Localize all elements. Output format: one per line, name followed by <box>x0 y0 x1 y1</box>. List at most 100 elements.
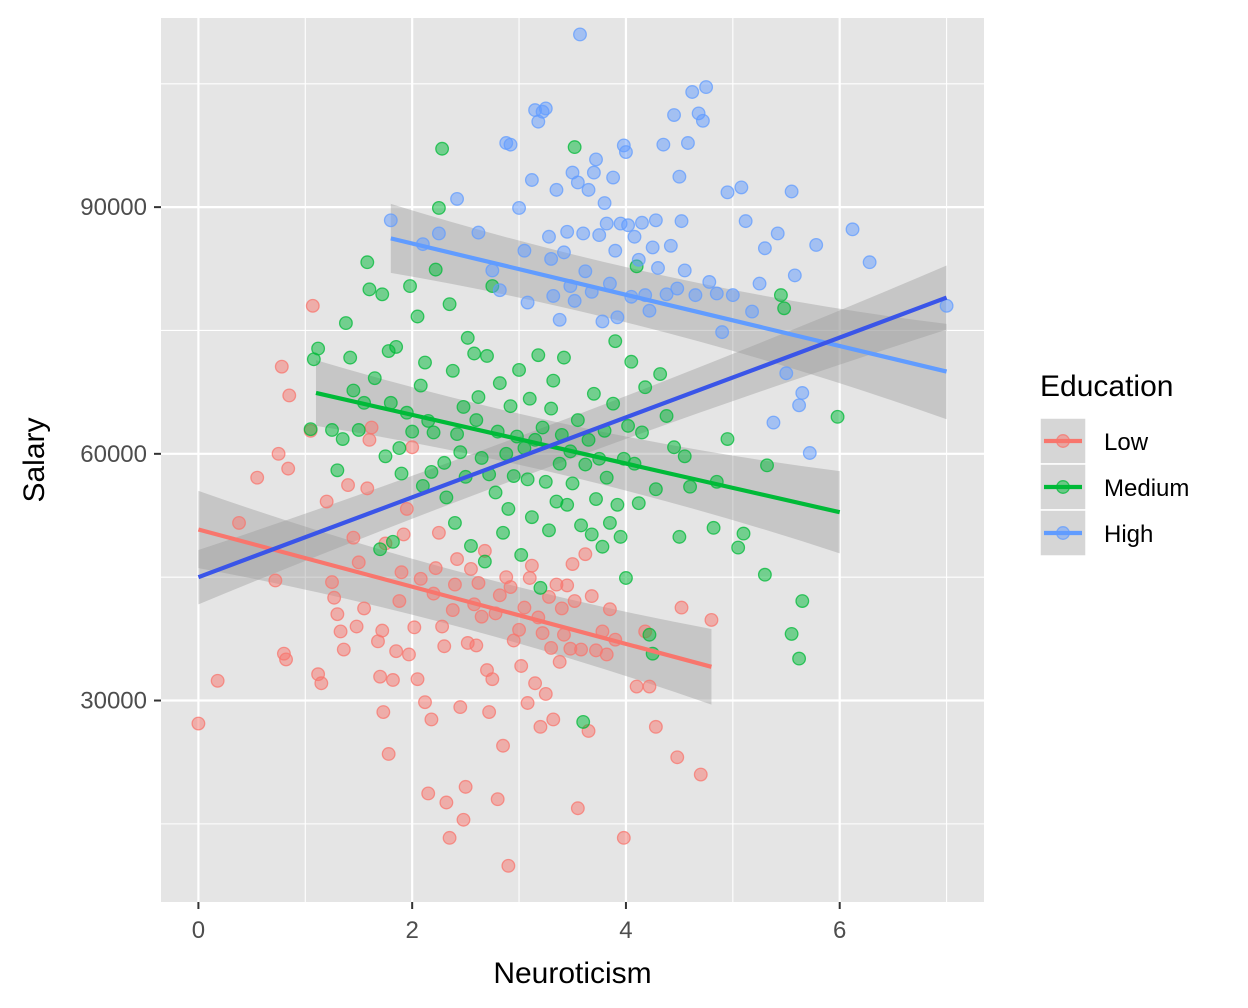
data-point-high <box>549 182 564 197</box>
data-point-high <box>656 137 671 152</box>
data-point-high <box>792 398 807 413</box>
x-tick-label: 6 <box>833 917 846 944</box>
data-point-low <box>670 750 685 765</box>
data-point-medium <box>367 371 382 386</box>
data-point-medium <box>584 527 599 542</box>
confidence-band-overall <box>198 265 947 605</box>
data-point-high <box>383 213 398 228</box>
data-point-low <box>533 719 548 734</box>
data-point-medium <box>338 316 353 331</box>
data-point-low <box>421 786 436 801</box>
data-point-medium <box>435 141 450 156</box>
legend-title: Education <box>1040 370 1173 403</box>
data-point-medium <box>608 334 623 349</box>
legend-label-low: Low <box>1104 429 1149 456</box>
data-point-medium <box>499 446 514 461</box>
data-point-low <box>314 676 329 691</box>
data-point-medium <box>546 373 561 388</box>
data-point-low <box>396 527 411 542</box>
data-points <box>191 27 954 873</box>
data-point-medium <box>456 400 471 414</box>
data-point-medium <box>477 554 492 569</box>
data-point-low <box>453 700 468 715</box>
data-point-medium <box>736 526 751 541</box>
data-point-medium <box>631 496 646 511</box>
data-point-medium <box>405 424 420 439</box>
data-point-low <box>616 830 631 845</box>
data-point-high <box>862 255 877 270</box>
data-point-high <box>631 252 646 267</box>
data-point-high <box>674 214 689 229</box>
data-point-medium <box>773 288 788 303</box>
data-point-medium <box>556 350 571 365</box>
data-point-high <box>695 113 710 128</box>
y-tick-label: 90000 <box>80 194 147 221</box>
data-point-medium <box>624 354 639 369</box>
data-point-high <box>524 173 539 187</box>
data-point-low <box>336 642 351 657</box>
data-point-medium <box>642 627 657 642</box>
data-point-low <box>574 642 589 657</box>
legend-point-low <box>1056 434 1070 448</box>
data-point-low <box>584 589 599 604</box>
data-point-medium <box>621 418 636 433</box>
data-point-medium <box>653 367 668 382</box>
y-axis-title: Salary <box>18 417 51 502</box>
confidence-band-medium <box>315 360 840 554</box>
data-point-high <box>573 27 587 42</box>
data-point-low <box>704 612 719 627</box>
data-point-low <box>567 594 582 608</box>
data-point-medium <box>574 518 589 533</box>
data-point-low <box>544 640 559 655</box>
data-point-high <box>734 180 749 195</box>
legend-point-high <box>1056 526 1070 540</box>
data-point-medium <box>335 432 350 446</box>
data-point-low <box>389 644 404 659</box>
x-tick-label: 0 <box>192 917 205 944</box>
legend-label-high: High <box>1104 521 1153 548</box>
data-point-low <box>250 470 265 485</box>
data-point-low <box>458 779 473 794</box>
data-point-high <box>752 276 767 291</box>
data-point-low <box>274 359 289 374</box>
data-point-high <box>715 325 730 340</box>
data-point-low <box>268 573 283 588</box>
data-point-low <box>279 652 294 667</box>
data-point-medium <box>343 350 358 365</box>
data-point-low <box>456 812 471 827</box>
data-point-low <box>520 696 535 710</box>
data-point-low <box>565 557 580 571</box>
data-point-high <box>517 243 532 258</box>
data-point-medium <box>392 441 407 456</box>
data-point-low <box>602 602 617 617</box>
data-point-low <box>232 515 246 530</box>
data-point-low <box>333 624 348 639</box>
data-point-high <box>471 225 486 240</box>
data-point-medium <box>503 399 518 414</box>
data-point-low <box>648 719 663 734</box>
data-point-low <box>437 639 452 654</box>
data-point-medium <box>618 571 633 585</box>
data-point-low <box>327 590 342 605</box>
data-point-medium <box>648 482 663 497</box>
data-point-low <box>399 501 414 516</box>
data-point-medium <box>760 458 774 473</box>
data-point-high <box>667 108 681 122</box>
data-point-high <box>606 170 621 185</box>
data-point-low <box>524 558 539 573</box>
data-point-medium <box>325 423 339 437</box>
data-point-medium <box>303 422 318 437</box>
data-point-medium <box>426 425 441 440</box>
series-high <box>383 27 954 460</box>
data-point-medium <box>445 363 460 378</box>
data-point-medium <box>514 548 529 562</box>
data-point-medium <box>830 409 845 424</box>
data-point-low <box>517 600 532 615</box>
data-point-low <box>424 712 439 727</box>
data-point-medium <box>677 449 692 464</box>
data-point-medium <box>431 201 446 215</box>
data-point-low <box>546 712 561 727</box>
data-point-medium <box>531 348 546 363</box>
data-point-low <box>485 672 500 687</box>
data-point-high <box>720 185 735 200</box>
